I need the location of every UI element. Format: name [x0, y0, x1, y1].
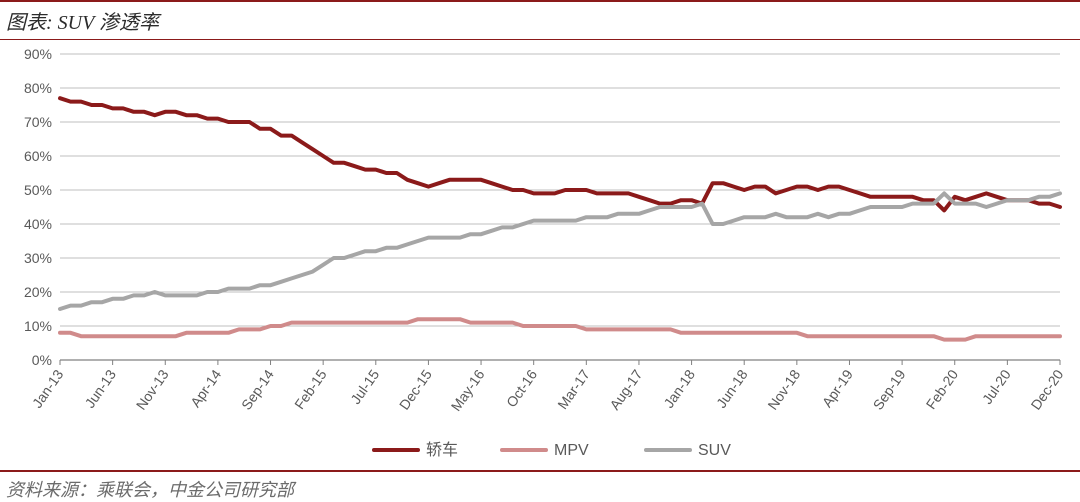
x-tick-label: Jul-20 — [979, 366, 1014, 407]
y-tick-label: 30% — [24, 250, 52, 266]
y-tick-label: 0% — [32, 352, 52, 368]
series-line — [60, 319, 1060, 339]
x-tick-label: Dec-20 — [1027, 366, 1066, 412]
chart-area: 0% 10% 20% 30% 40% 50% 60% 70% 80% 90% Jan-13 Jun-1… — [0, 40, 1080, 470]
legend-label: SUV — [698, 442, 731, 459]
x-tick-label: Jul-15 — [347, 366, 382, 407]
line-chart-svg: 0% 10% 20% 30% 40% 50% 60% 70% 80% 90% Jan-13 Jun-1… — [0, 40, 1080, 470]
x-tick-label: Sep-14 — [238, 366, 277, 412]
y-tick-label: 70% — [24, 114, 52, 130]
y-tick-label: 60% — [24, 148, 52, 164]
x-tick-label: Nov-18 — [764, 366, 803, 412]
y-tick-label: 10% — [24, 318, 52, 334]
x-tick-label: Oct-16 — [503, 366, 540, 410]
legend-label: MPV — [554, 442, 589, 459]
y-tick-label: 80% — [24, 80, 52, 96]
x-tick-label: Nov-13 — [133, 366, 172, 412]
x-tick-label: Mar-17 — [554, 366, 593, 412]
series-line — [60, 98, 1060, 210]
y-tick-label: 20% — [24, 284, 52, 300]
title-bar: 图表: SUV 渗透率 — [0, 0, 1080, 40]
x-tick-label: Feb-20 — [923, 366, 962, 412]
chart-title: 图表: SUV 渗透率 — [6, 12, 159, 34]
x-tick-label: Dec-15 — [396, 366, 435, 412]
chart-container: { "header": { "title": "图表: SUV 渗透率" }, … — [0, 0, 1080, 502]
x-tick-label: Jun-13 — [81, 366, 119, 410]
x-tick-label: May-16 — [448, 366, 488, 414]
x-tick-label: Apr-14 — [187, 366, 224, 410]
x-tick-label: Sep-19 — [870, 366, 909, 412]
x-tick-label: Aug-17 — [606, 366, 645, 412]
y-tick-label: 40% — [24, 216, 52, 232]
y-tick-label: 50% — [24, 182, 52, 198]
source-text: 资料来源：乘联会，中金公司研究部 — [6, 480, 294, 500]
x-tick-label: Apr-19 — [819, 366, 856, 410]
x-tick-label: Jun-18 — [713, 366, 751, 410]
x-tick-label: Jan-18 — [660, 366, 698, 410]
x-tick-label: Feb-15 — [291, 366, 330, 412]
legend-label: 轿车 — [426, 441, 458, 459]
y-tick-label: 90% — [24, 46, 52, 62]
x-tick-label: Jan-13 — [29, 366, 67, 410]
footer-bar: 资料来源：乘联会，中金公司研究部 — [0, 470, 1080, 502]
